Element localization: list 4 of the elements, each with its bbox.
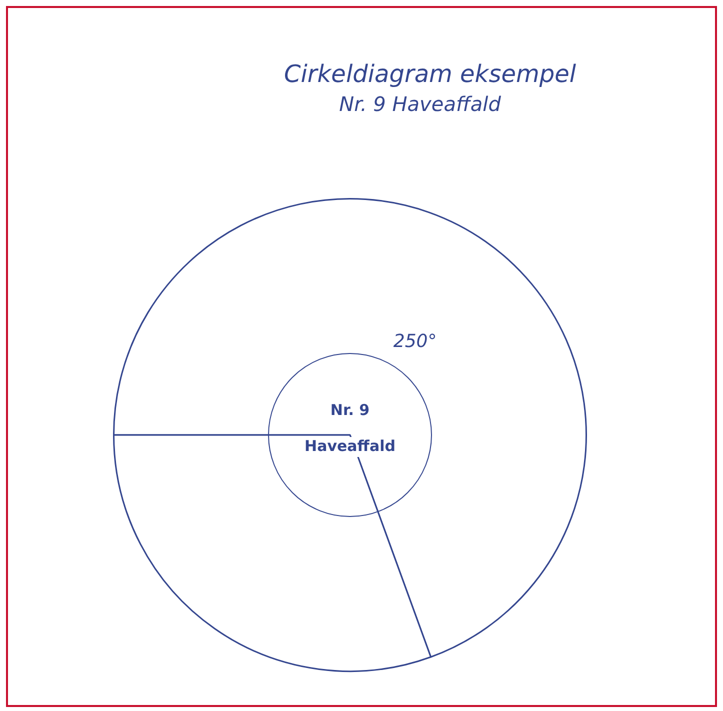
slice-label: Nr. 9 Haveaffald: [339, 92, 502, 116]
data-label: 250°: [393, 330, 437, 352]
category-label: Nr. 9 Haveaffald: [304, 400, 396, 455]
chart-title: Cirkeldiagram eksempel: [284, 60, 576, 88]
